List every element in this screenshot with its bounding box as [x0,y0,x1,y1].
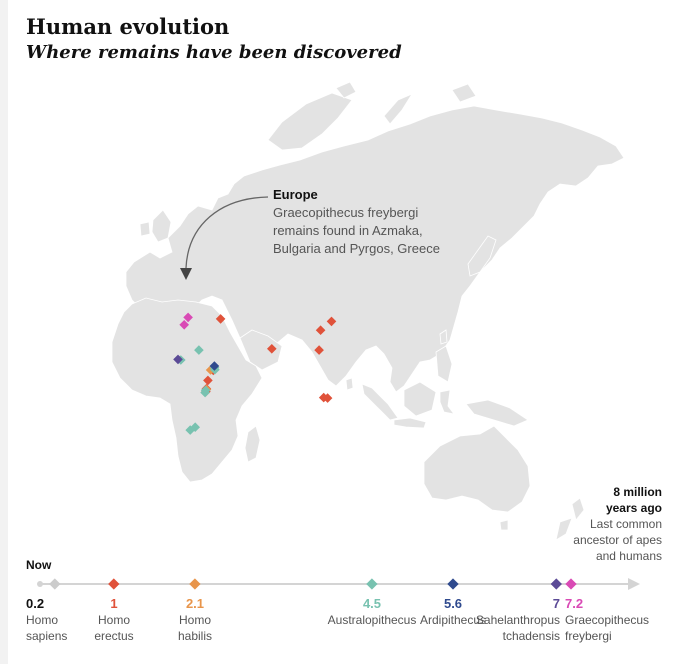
australia-shape [423,425,531,513]
annotation-arrow-head [180,268,192,280]
timeline-axis-arrow [628,578,640,590]
timeline-now-label: Now [26,558,52,572]
timeline-species-name: sapiens [26,629,68,643]
timeline-species-name: Ardipithecus [419,613,487,627]
timeline-label-sahelanthropus: 7 Sahelanthropus tchadensis [476,596,560,644]
timeline-value: 1 [110,596,118,611]
europe-annotation: Europe Graecopithecus freybergi remains … [273,186,440,258]
taiwan-shape [439,329,448,345]
new-guinea-shape [465,399,529,427]
site-marker-homo-erectus [315,325,326,336]
timeline-marker-homo-habilis [189,578,201,590]
timeline-label-australopithecus: 4.5 Australopithecus [328,596,417,628]
timeline-label-homo-erectus: 1 Homo erectus [94,596,133,644]
sumatra-shape [361,383,399,421]
timeline-label-graecopithecus: 7.2 Graecopithecus freybergi [565,596,649,644]
annotation-arrow-line [185,196,269,269]
severnaya-zemlya-shape [451,83,477,103]
africa-shape [111,297,263,483]
land-masses [111,81,625,541]
page-title: Human evolution [26,14,230,39]
timeline-marker-graecopithecus [565,578,577,590]
new-zealand-south-shape [555,517,573,541]
greenland-shape [267,92,353,151]
japan-shape [467,235,497,277]
timeline-markers [49,578,577,590]
site-marker-homo-erectus [203,375,213,386]
timeline-marker-homo-erectus [108,578,120,590]
timeline-species-name: erectus [94,629,134,643]
new-zealand-shape [571,497,585,521]
timeline-value: 7.2 [565,596,584,611]
timeline-species-name: freybergi [565,629,612,643]
timeline-value: 2.1 [185,596,205,611]
timeline-label-ardipithecus: 5.6 Ardipithecus [420,596,486,628]
timeline-label-homo-habilis: 2.1 Homo habilis [178,596,212,644]
left-rule [0,0,8,664]
timeline-end-label: 8 million years ago Last common ancestor… [573,484,662,564]
philippines-shape [435,345,453,383]
timeline-species-name: Homo [178,613,211,627]
timeline-species-name: Homo [97,613,131,627]
timeline-species-name: habilis [177,629,213,643]
page-subtitle: Where remains have been discovered [26,42,402,63]
timeline-end-line: Last common [589,517,662,531]
timeline-end-line: years ago [605,501,662,515]
madagascar-shape [244,425,261,463]
site-marker-ardipithecus [209,361,220,371]
timeline-now-dot [37,581,43,587]
annotation-line: remains found in Azmaka, [273,223,423,238]
site-marker-australopithecus [185,425,196,435]
annotation-line: Bulgaria and Pyrgos, Greece [273,241,440,256]
timeline-value: 4.5 [362,596,382,611]
java-shape [393,417,427,429]
timeline-end-line: ancestor of apes [573,533,662,547]
annotation-line: Graecopithecus freybergi [273,205,419,220]
timeline-end-line: 8 million [613,485,662,499]
timeline-species-name: Australopithecus [327,613,417,627]
borneo-shape [403,381,437,417]
site-marker-australopithecus [194,345,204,355]
timeline-marker-sahelanthropus [550,578,562,590]
timeline-label-homo-sapiens: 0.2 Homo sapiens [26,596,67,644]
timeline-species-name: Sahelanthropus [475,613,560,627]
timeline-species-name: Homo [26,613,59,627]
timeline-value: 5.6 [443,596,463,611]
svalbard-shape [335,81,357,99]
site-marker-graecopithecus [179,319,190,330]
sulawesi-shape [439,389,455,415]
timeline-species-name: tchadensis [502,629,560,643]
timeline-end-line: and humans [595,549,662,563]
annotation-arrow [180,196,269,280]
timeline-species-name: Graecopithecus [565,613,650,627]
timeline-marker-australopithecus [366,578,378,590]
timeline-marker-homo-sapiens [49,578,61,590]
annotation-heading: Europe [273,187,318,202]
ireland-shape [139,221,151,237]
timeline-value: 0.2 [26,596,45,611]
timeline-value: 7 [552,596,560,611]
tasmania-shape [499,519,509,531]
timeline-marker-ardipithecus [447,578,459,590]
novaya-zemlya-shape [383,93,414,125]
sri-lanka-shape [345,377,354,391]
site-marker-sahelanthropus [173,354,183,365]
